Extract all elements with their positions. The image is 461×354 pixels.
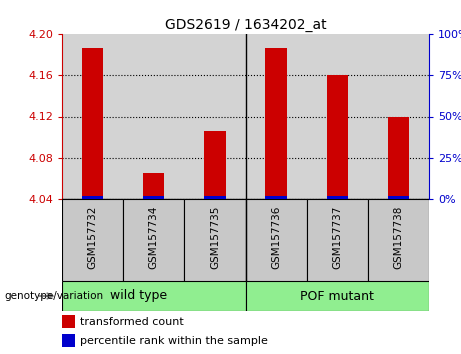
Bar	[326, 196, 348, 199]
Text: GSM157738: GSM157738	[393, 206, 403, 269]
Bar	[204, 131, 225, 199]
Text: GSM157736: GSM157736	[271, 206, 281, 269]
Text: wild type: wild type	[110, 290, 167, 303]
Bar	[307, 199, 368, 281]
Bar	[62, 199, 123, 281]
Text: POF mutant: POF mutant	[300, 290, 374, 303]
Text: percentile rank within the sample: percentile rank within the sample	[80, 336, 268, 346]
Bar	[82, 196, 103, 199]
Bar	[326, 75, 348, 199]
Text: transformed count: transformed count	[80, 316, 184, 327]
Bar	[204, 196, 225, 199]
Text: GSM157734: GSM157734	[149, 206, 159, 269]
Bar	[123, 199, 184, 281]
Bar	[143, 173, 165, 199]
Text: GSM157732: GSM157732	[88, 206, 98, 269]
Bar	[246, 281, 429, 311]
Bar	[368, 199, 429, 281]
Bar	[62, 334, 75, 347]
Bar	[82, 48, 103, 199]
Bar	[266, 48, 287, 199]
Bar	[246, 199, 307, 281]
Text: genotype/variation: genotype/variation	[5, 291, 104, 301]
Bar	[266, 196, 287, 199]
Title: GDS2619 / 1634202_at: GDS2619 / 1634202_at	[165, 18, 326, 32]
Bar	[62, 281, 246, 311]
Bar	[143, 196, 165, 199]
Bar	[388, 116, 409, 199]
Text: GSM157737: GSM157737	[332, 206, 342, 269]
Bar	[388, 196, 409, 199]
Text: GSM157735: GSM157735	[210, 206, 220, 269]
Bar	[184, 199, 246, 281]
Bar	[62, 315, 75, 328]
